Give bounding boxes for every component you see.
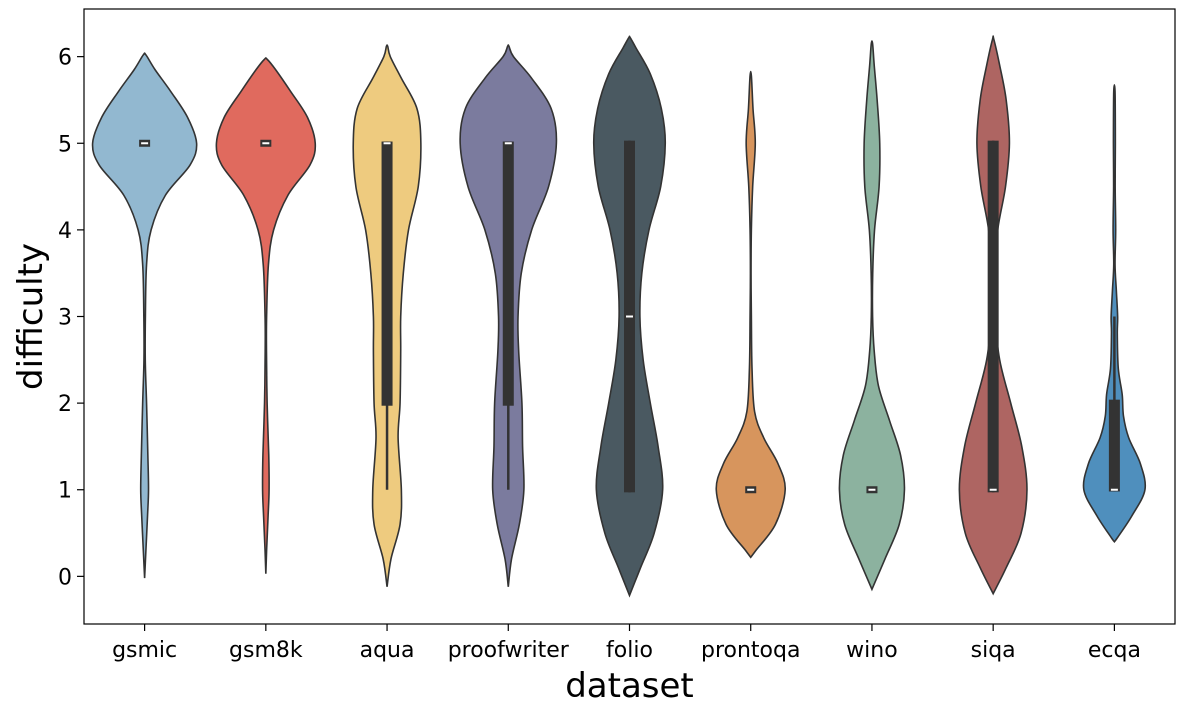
violin-wino <box>838 40 906 592</box>
y-tick-label: 0 <box>58 565 72 590</box>
violin-gsm8k <box>215 57 317 574</box>
x-axis-label: dataset <box>565 666 694 706</box>
x-tick-label: gsm8k <box>229 638 303 663</box>
x-axis: gsmic gsm8k aqua proofwriter folio prontoqa wi… <box>112 624 1141 663</box>
violin-prontoqa <box>715 70 786 559</box>
violin-iqr-box <box>381 141 393 406</box>
violin-proofwriter <box>459 44 558 587</box>
violin-aqua <box>352 44 422 587</box>
violin-siqa <box>958 35 1028 596</box>
violin-body <box>215 57 317 574</box>
y-tick-label: 4 <box>58 219 72 244</box>
x-tick-label: aqua <box>360 638 415 663</box>
violin-iqr-box <box>502 141 514 406</box>
x-tick-label: ecqa <box>1088 638 1141 663</box>
violin-folio <box>592 35 667 598</box>
y-tick-label: 5 <box>58 132 72 157</box>
violin-ecqa <box>1082 83 1147 544</box>
x-tick-label: wino <box>846 638 898 663</box>
violin-body <box>838 40 906 592</box>
violin-gsmic <box>91 52 198 579</box>
y-tick-label: 1 <box>58 479 72 504</box>
violins-layer <box>91 35 1147 598</box>
violin-iqr-box <box>1108 399 1120 492</box>
y-tick-label: 2 <box>58 392 72 417</box>
violin-body <box>91 52 198 579</box>
y-axis: 0 1 2 3 4 5 6 <box>58 46 84 590</box>
violin-body <box>1082 83 1147 544</box>
y-axis-label: difficulty <box>11 243 51 390</box>
x-tick-label: gsmic <box>112 638 177 663</box>
x-tick-label: siqa <box>971 638 1016 663</box>
x-tick-label: folio <box>606 638 653 663</box>
y-tick-label: 3 <box>58 306 72 331</box>
violin-iqr-box <box>987 140 999 493</box>
y-tick-label: 6 <box>58 46 72 71</box>
violin-body <box>715 70 786 559</box>
x-tick-label: proofwriter <box>448 638 570 663</box>
x-tick-label: prontoqa <box>701 638 800 663</box>
